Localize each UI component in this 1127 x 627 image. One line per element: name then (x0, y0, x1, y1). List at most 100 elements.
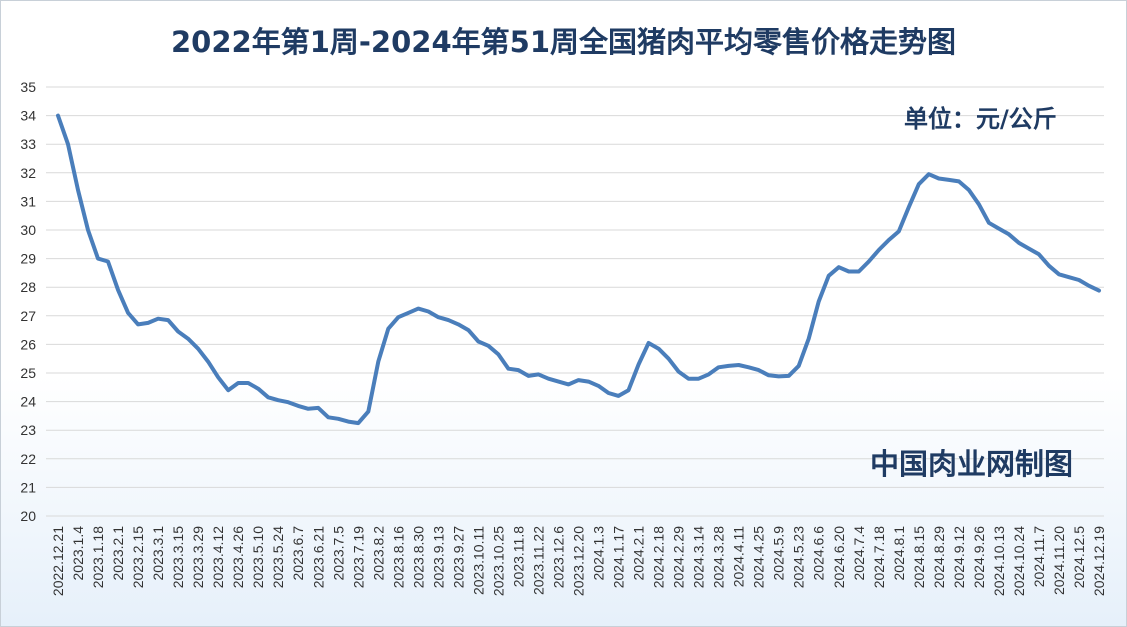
data-point (486, 344, 490, 348)
x-tick-label: 2024.11.7 (1031, 526, 1047, 587)
x-tick-label: 2023.6.7 (290, 526, 306, 581)
data-point (466, 328, 470, 332)
data-point (316, 406, 320, 410)
x-tick-label: 2023.7.19 (350, 526, 366, 588)
x-tick-label: 2023.3.15 (170, 526, 186, 588)
data-point (226, 388, 230, 392)
data-point (887, 238, 891, 242)
source-label: 中国肉业网制图 (870, 447, 1074, 481)
data-point (967, 188, 971, 192)
data-point (657, 347, 661, 351)
data-point (757, 368, 761, 372)
x-tick-label: 2024.2.1 (631, 526, 647, 581)
data-point (1097, 289, 1101, 293)
data-point (687, 377, 691, 381)
data-point (56, 114, 60, 118)
data-point (366, 410, 370, 414)
data-point (737, 363, 741, 367)
data-point (296, 404, 300, 408)
data-point (527, 374, 530, 378)
data-point (937, 177, 941, 180)
y-tick-label: 25 (20, 365, 36, 381)
data-point (276, 398, 280, 402)
data-point (867, 260, 871, 263)
data-point (386, 327, 390, 331)
x-tick-label: 2023.4.26 (230, 526, 246, 588)
x-tick-label: 2024.5.23 (791, 526, 807, 588)
x-tick-label: 2023.2.15 (130, 526, 146, 588)
data-point (126, 311, 130, 315)
x-tick-label: 2023.2.1 (110, 526, 126, 581)
data-point (426, 310, 430, 313)
x-tick-label: 2023.10.11 (470, 526, 486, 595)
y-tick-label: 33 (20, 136, 36, 152)
data-point (436, 315, 440, 319)
x-tick-label: 2023.8.30 (410, 526, 426, 588)
data-point (637, 362, 641, 366)
data-point (877, 248, 881, 252)
x-tick-label: 2023.12.20 (571, 526, 587, 596)
x-tick-label: 2023.10.25 (490, 526, 506, 596)
data-point (1057, 272, 1061, 276)
data-point (146, 321, 150, 325)
y-tick-label: 20 (20, 508, 36, 524)
x-tick-label: 2023.1.18 (90, 526, 106, 588)
x-tick-label: 2024.10.24 (1011, 526, 1027, 596)
series-layer (56, 113, 1101, 426)
data-point (1007, 232, 1011, 236)
x-tick-label: 2024.12.5 (1071, 526, 1087, 588)
data-point (577, 378, 580, 382)
x-tick-label: 2023.1.4 (70, 526, 86, 581)
data-point (86, 228, 90, 232)
x-tick-label: 2024.12.19 (1091, 526, 1107, 596)
x-tick-label: 2024.2.18 (651, 526, 667, 588)
y-tick-label: 26 (20, 336, 36, 352)
x-tick-label: 2023.4.12 (210, 526, 226, 588)
data-point (356, 421, 360, 425)
x-tick-label: 2023.5.24 (270, 526, 286, 588)
x-tick-label: 2023.3.1 (150, 526, 166, 581)
x-tick-label: 2024.3.14 (691, 526, 707, 588)
data-point (837, 265, 841, 269)
data-point (306, 407, 310, 411)
data-point (647, 341, 651, 345)
data-point (977, 202, 981, 206)
data-point (1017, 241, 1021, 245)
x-tick-label: 2023.11.8 (510, 526, 526, 587)
data-point (1067, 275, 1071, 279)
data-point (1027, 247, 1031, 251)
data-point (807, 337, 811, 341)
y-tick-label: 22 (20, 451, 36, 467)
data-point (456, 322, 460, 326)
data-point (496, 352, 500, 356)
y-tick-label: 29 (20, 251, 36, 267)
x-tick-label: 2023.9.13 (430, 526, 446, 588)
y-tick-label: 23 (20, 422, 36, 438)
y-tick-label: 34 (20, 108, 36, 124)
data-point (617, 394, 620, 398)
data-point (987, 221, 991, 225)
y-tick-label: 21 (20, 479, 36, 495)
data-point (106, 260, 110, 263)
data-point (406, 311, 410, 315)
data-point (176, 330, 180, 333)
data-point (166, 318, 170, 322)
data-point (557, 380, 560, 384)
x-tick-label: 2024.7.18 (871, 526, 887, 588)
data-point (286, 400, 290, 404)
data-point (396, 315, 400, 319)
x-tick-label: 2023.3.29 (190, 526, 206, 588)
x-tick-label: 2024.8.29 (931, 526, 947, 588)
data-point (506, 367, 510, 371)
data-point (597, 384, 600, 388)
data-point (957, 179, 961, 183)
data-point (607, 391, 610, 395)
x-tick-label: 2023.11.22 (530, 526, 546, 595)
x-tick-label: 2024.11.20 (1051, 526, 1067, 595)
data-point (667, 357, 671, 361)
gridlines (46, 86, 1104, 517)
x-tick-label: 2024.1.17 (611, 526, 627, 588)
x-tick-label: 2024.2.29 (671, 526, 687, 588)
